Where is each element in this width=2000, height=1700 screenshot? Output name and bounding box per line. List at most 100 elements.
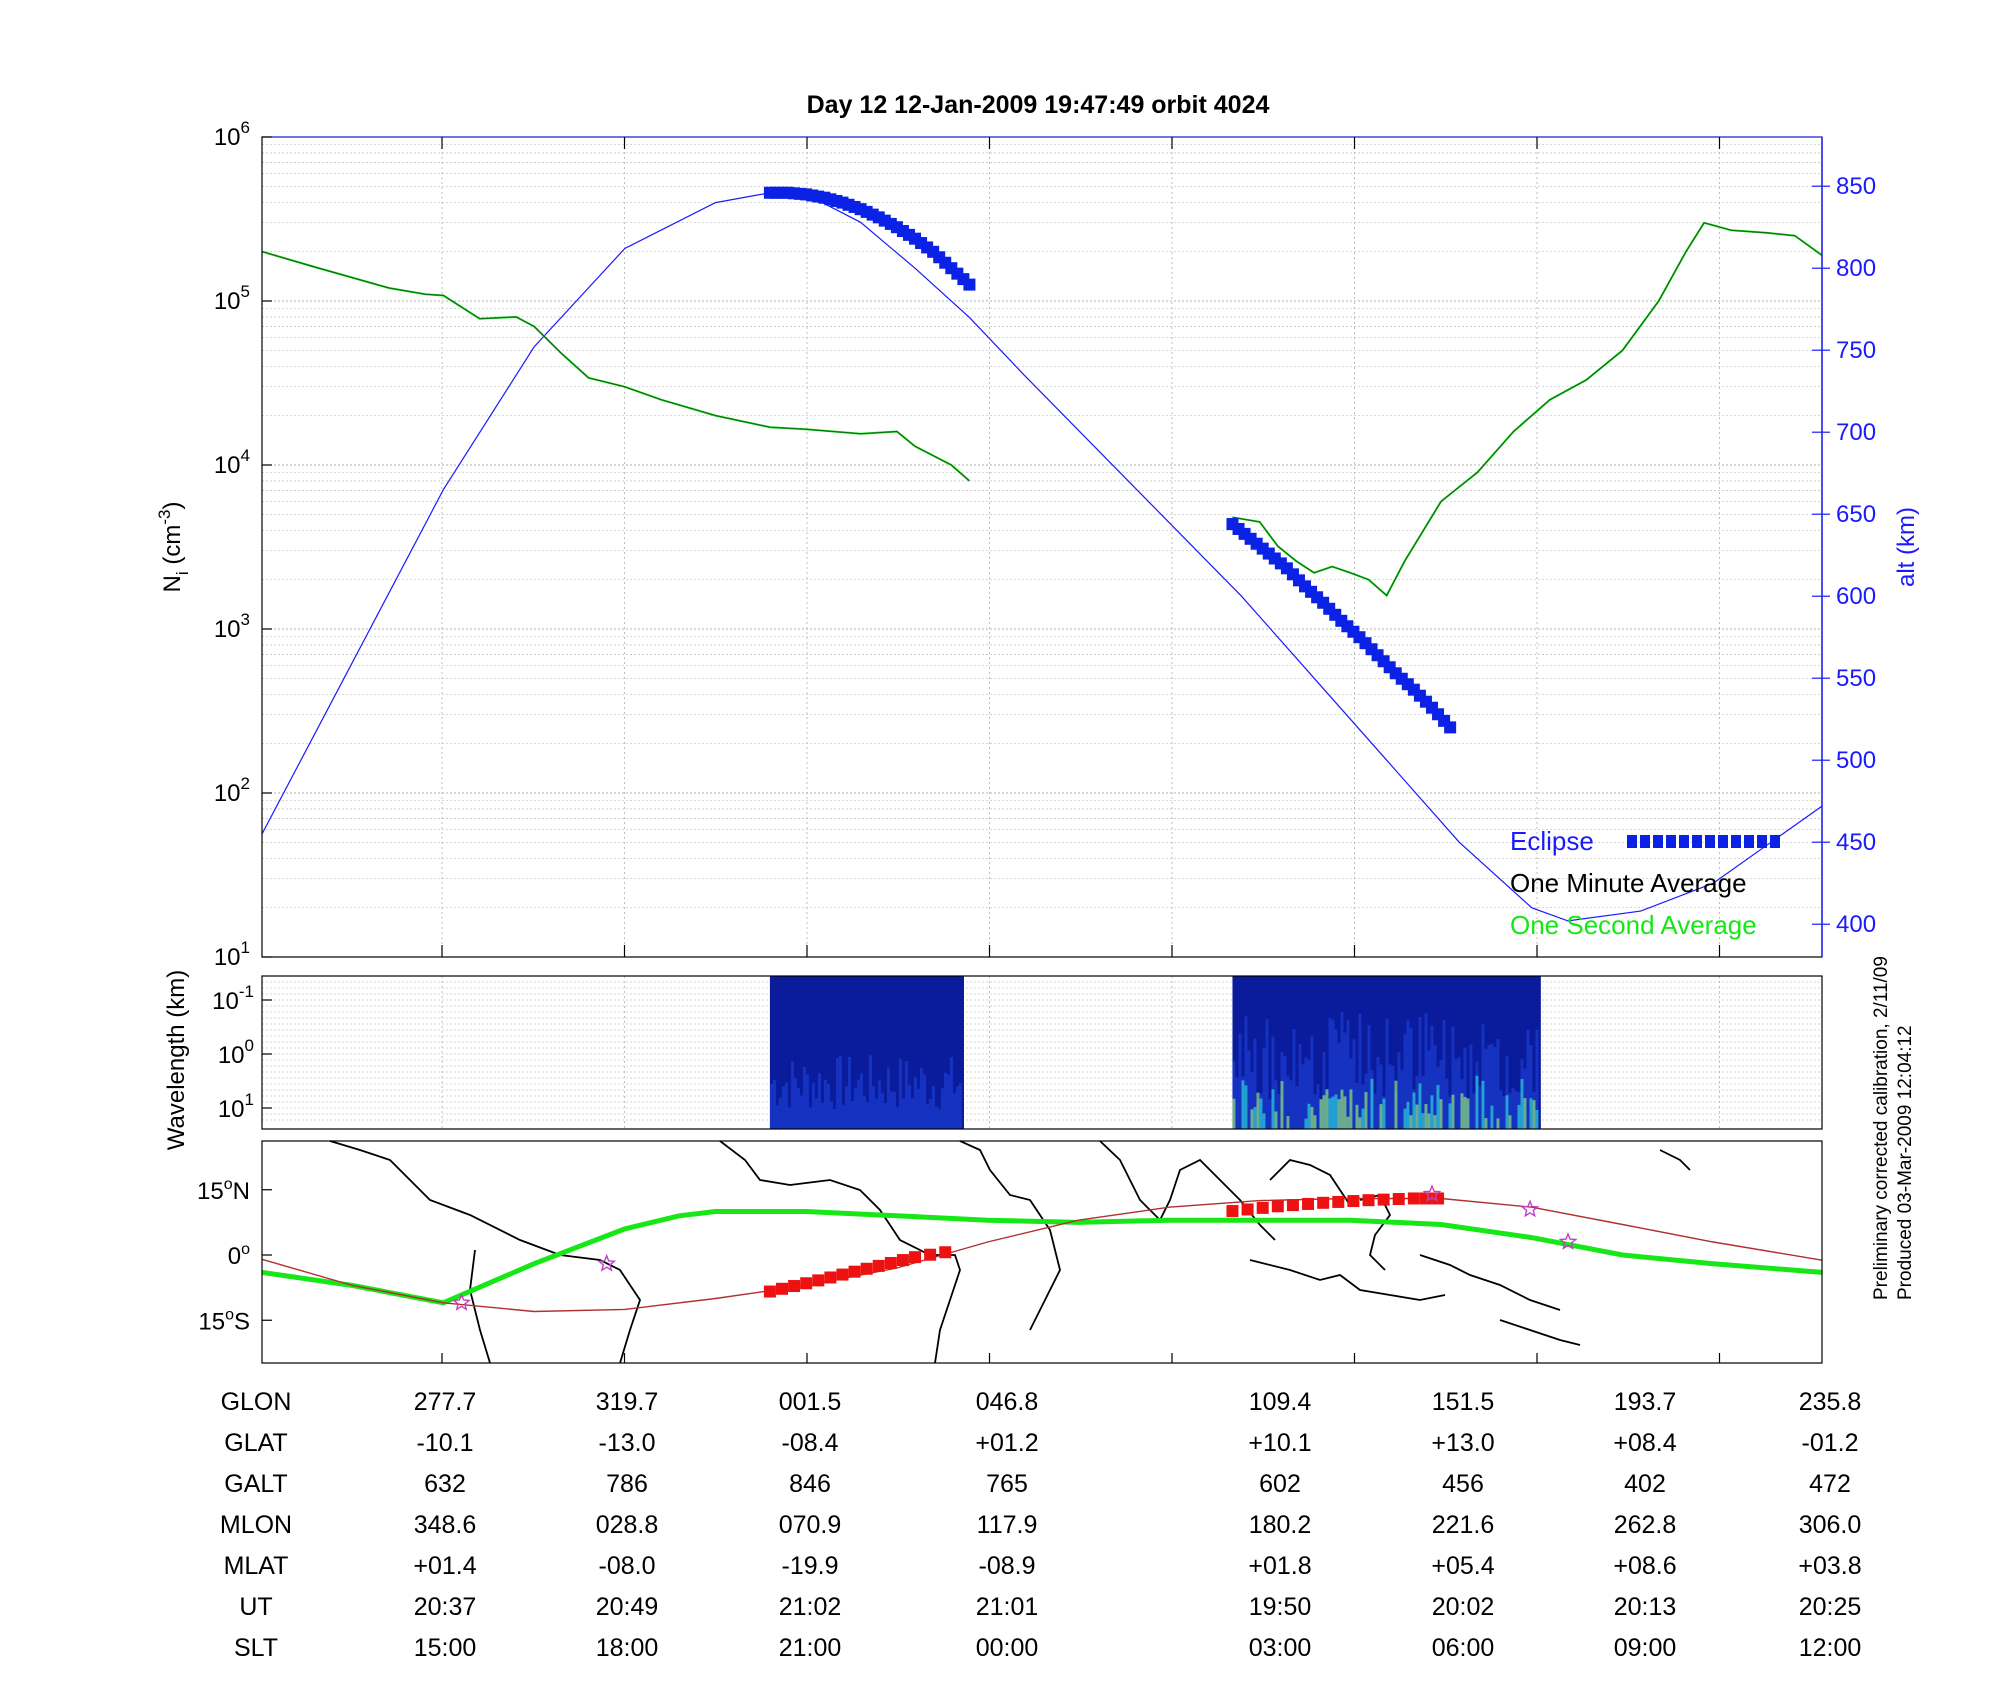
spectrogram-column [865, 1102, 869, 1129]
spectrogram-hot [1430, 1095, 1434, 1129]
y2-tick-label: 450 [1836, 829, 1876, 856]
y2-tick-label: 800 [1836, 255, 1876, 282]
legend-eclipse-square [1731, 835, 1741, 848]
spectrogram-column [1298, 1044, 1302, 1129]
table-cell: 15:00 [414, 1634, 477, 1662]
spectrogram-column [1268, 1099, 1272, 1129]
spectrogram-column [1469, 1044, 1473, 1129]
table-cell: +13.0 [1431, 1429, 1494, 1457]
table-cell: 193.7 [1614, 1388, 1677, 1416]
spectrogram-column [904, 1061, 908, 1129]
table-cell: 03:00 [1249, 1634, 1312, 1662]
density-panel: 101 102 103 104 105 106 400 450 500 550 600 650 700… [155, 118, 1920, 971]
spectrogram-column [943, 1072, 947, 1129]
table-cell: 602 [1259, 1470, 1301, 1498]
y-tick-label: 106 [214, 118, 250, 151]
table-cell: -08.4 [782, 1429, 839, 1457]
spectrogram-column [1499, 1090, 1503, 1129]
table-cell: 21:00 [779, 1634, 842, 1662]
spectrogram-hot [1271, 1089, 1275, 1129]
spectrogram-column [1334, 1029, 1338, 1129]
spectrogram-hot [1496, 1118, 1500, 1129]
spectrogram-hot [1364, 1092, 1368, 1129]
table-cell: 632 [424, 1470, 466, 1498]
legend-eclipse-square [1770, 835, 1780, 848]
one-minute-average-line [261, 251, 970, 482]
footer-produced-note: Produced 03-Mar-2009 12:04:12 [1895, 1025, 1916, 1300]
altitude-y-axis: 400 450 500 550 600 650 700 750 800 850 [1812, 173, 1876, 938]
spectrogram-hot [1319, 1099, 1323, 1129]
spectrogram-column [1430, 1025, 1434, 1129]
table-cell: 20:13 [1614, 1593, 1677, 1621]
spectrogram-column [1346, 1020, 1350, 1129]
spectrogram-column [919, 1068, 923, 1129]
spectrogram-column [1490, 1043, 1494, 1129]
spectrogram-column [1535, 1029, 1539, 1129]
spectrogram-column [856, 1080, 860, 1129]
spectrogram-column [952, 1093, 956, 1129]
y-tick-label: 15oS [198, 1306, 250, 1335]
table-cell: -08.0 [599, 1552, 656, 1580]
eclipse-track-marker [1347, 1195, 1360, 1208]
spectrogram-column [922, 1074, 926, 1129]
legend-eclipse-square [1666, 835, 1676, 848]
table-cell: -10.1 [417, 1429, 474, 1457]
legend-eclipse-square [1692, 835, 1702, 848]
spectrogram-column [1463, 1047, 1467, 1129]
spectrogram-column [928, 1098, 932, 1129]
spectrogram-column [1496, 1038, 1500, 1129]
spectrogram-hot [1382, 1098, 1386, 1129]
table-cell: 12:00 [1799, 1634, 1862, 1662]
star-icon [1520, 1199, 1540, 1218]
spectrogram-hot [1520, 1078, 1524, 1129]
spectrogram-hot [1280, 1081, 1284, 1129]
spectrogram-column [1289, 1080, 1293, 1129]
spectrogram-column [1271, 1036, 1275, 1129]
spectrogram-column [808, 1107, 812, 1129]
y-tick-label: 101 [214, 938, 250, 971]
table-cell: 21:02 [779, 1593, 842, 1621]
spectrogram-column [883, 1102, 887, 1129]
star-icon [1558, 1232, 1578, 1250]
spectrogram-hot [1322, 1095, 1326, 1129]
spectrogram-hot [1421, 1113, 1425, 1129]
figure-title: Day 12 12-Jan-2009 19:47:49 orbit 4024 [807, 91, 1270, 119]
spectrogram-hot [1313, 1115, 1317, 1129]
density-grid [262, 137, 1822, 958]
spectrogram-hot [1274, 1111, 1278, 1129]
spectrogram-column [949, 1056, 953, 1129]
eclipse-track-marker [800, 1277, 813, 1290]
eclipse-track-marker [848, 1265, 861, 1278]
spectrogram-hot [1415, 1104, 1419, 1129]
table-cell: 221.6 [1432, 1511, 1495, 1539]
y-tick-label: 104 [214, 446, 250, 479]
spectrogram-column [895, 1107, 899, 1129]
spectrogram-hot [1439, 1099, 1443, 1129]
spectrogram-column [958, 1083, 962, 1129]
spectrogram-column [1439, 1060, 1443, 1129]
spectrogram-column [844, 1086, 848, 1129]
spectrogram-hot [1337, 1099, 1341, 1129]
spectrogram-column [1232, 1061, 1236, 1129]
spectrogram-column [1487, 1044, 1491, 1129]
coastline [1269, 1159, 1351, 1206]
spectrogram-hot [1394, 1080, 1398, 1129]
spectrogram-column [838, 1056, 842, 1129]
altitude-y-label: alt (km) [1893, 507, 1920, 587]
y2-tick-label: 700 [1836, 419, 1876, 446]
spectrogram-hot [1232, 1098, 1236, 1129]
spectrogram-column [1310, 1035, 1314, 1129]
eclipse-track-marker [872, 1259, 885, 1272]
spectrogram-column [916, 1088, 920, 1129]
spectrogram-hot [1418, 1083, 1422, 1129]
eclipse-track-marker [763, 1285, 776, 1298]
table-cell: -13.0 [599, 1429, 656, 1457]
spectrogram-column [1304, 1057, 1308, 1129]
spectrogram-panel: 10-1 100 101 Wavelength (km) [163, 970, 1823, 1150]
spectrogram-column [1307, 1060, 1311, 1129]
table-row-label: MLON [220, 1511, 292, 1539]
table-cell: 109.4 [1249, 1388, 1312, 1416]
spectrogram-column [775, 1105, 779, 1129]
eclipse-track-marker [812, 1274, 825, 1287]
table-cell: +10.1 [1248, 1429, 1311, 1457]
